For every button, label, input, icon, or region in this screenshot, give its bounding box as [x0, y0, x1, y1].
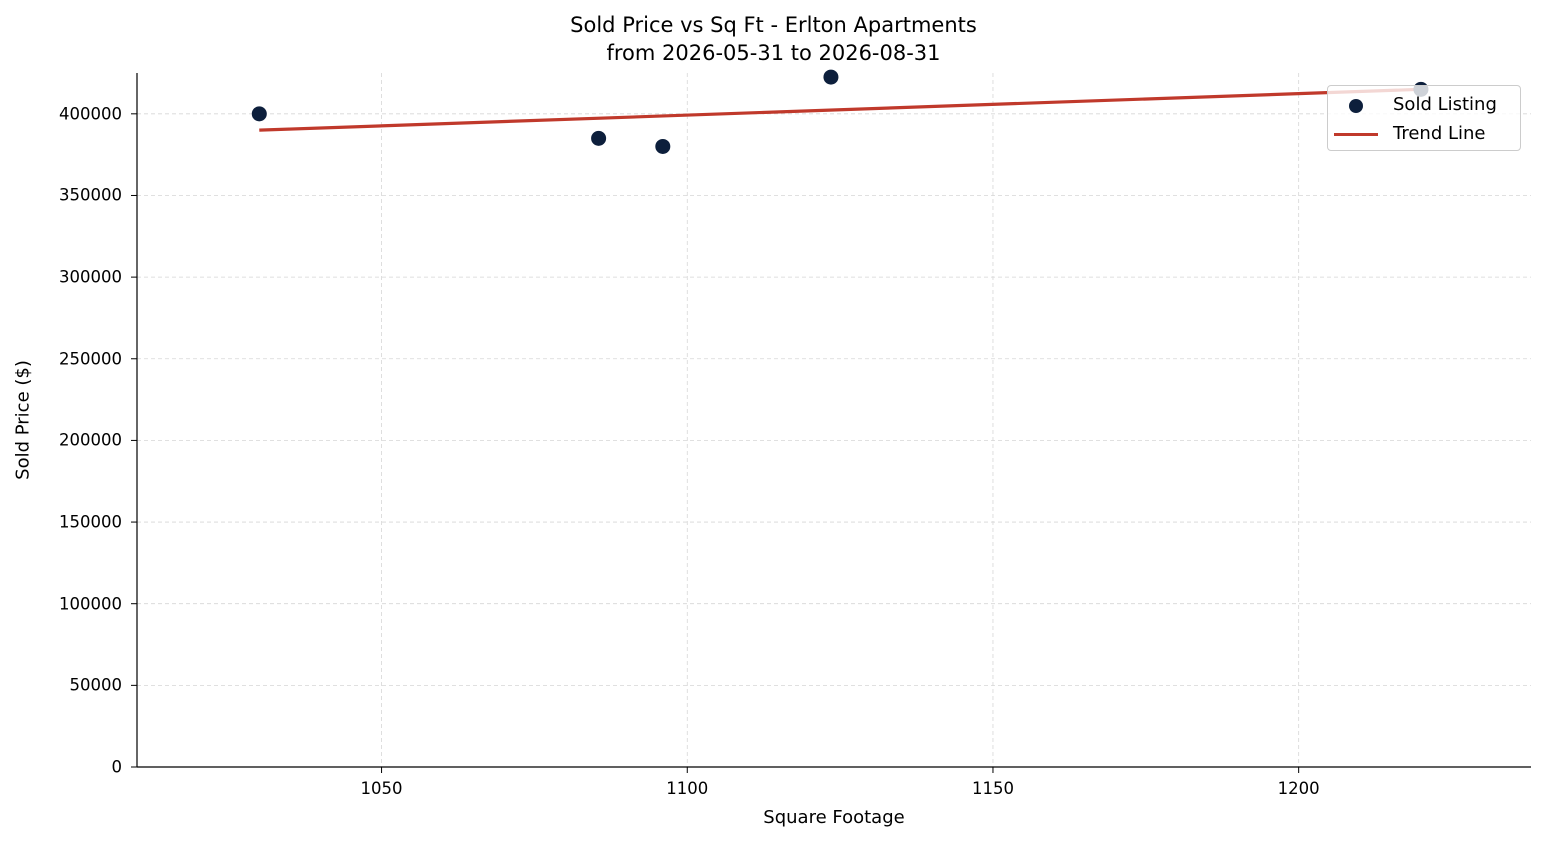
legend-item-sold-listing: Sold Listing: [1328, 94, 1522, 116]
x-tick-label: 1200: [1277, 779, 1320, 798]
data-point-layer: [251, 69, 1429, 154]
x-axis-label: Square Footage: [763, 807, 905, 828]
y-tick-label: 200000: [59, 430, 122, 450]
legend-label: Trend Line: [1393, 123, 1486, 144]
chart-title: Sold Price vs Sq Ft - Erlton Apartments: [570, 13, 977, 37]
x-tick-label: 1150: [971, 779, 1014, 798]
y-axis-label: Sold Price ($): [12, 360, 34, 480]
axes: [136, 73, 1531, 768]
legend-marker-line: [1334, 133, 1378, 136]
y-tick-label: 50000: [69, 675, 123, 695]
x-tick-label: 1100: [666, 779, 709, 798]
y-tick-label: 250000: [59, 349, 122, 369]
legend-marker-dot: [1349, 99, 1363, 113]
trend-line-layer: [259, 87, 1422, 132]
grid-lines: [131, 73, 1531, 773]
y-tick-label: 100000: [59, 594, 122, 614]
data-point: [591, 130, 607, 146]
legend-label: Sold Listing: [1393, 94, 1497, 115]
trend-line: [259, 87, 1422, 132]
y-tick-label: 300000: [59, 267, 122, 287]
data-point: [823, 69, 839, 85]
y-tick-label: 400000: [59, 104, 122, 124]
legend-item-trend-line: Trend Line: [1328, 123, 1522, 145]
data-point: [251, 106, 267, 122]
legend: Sold Listing Trend Line: [1327, 85, 1521, 151]
x-tick-label: 1050: [360, 779, 403, 798]
y-tick-label: 150000: [59, 512, 122, 532]
data-point: [655, 138, 671, 154]
y-tick-label: 0: [111, 757, 123, 777]
chart-subtitle: from 2026-05-31 to 2026-08-31: [606, 41, 941, 65]
y-tick-label: 350000: [59, 185, 122, 205]
